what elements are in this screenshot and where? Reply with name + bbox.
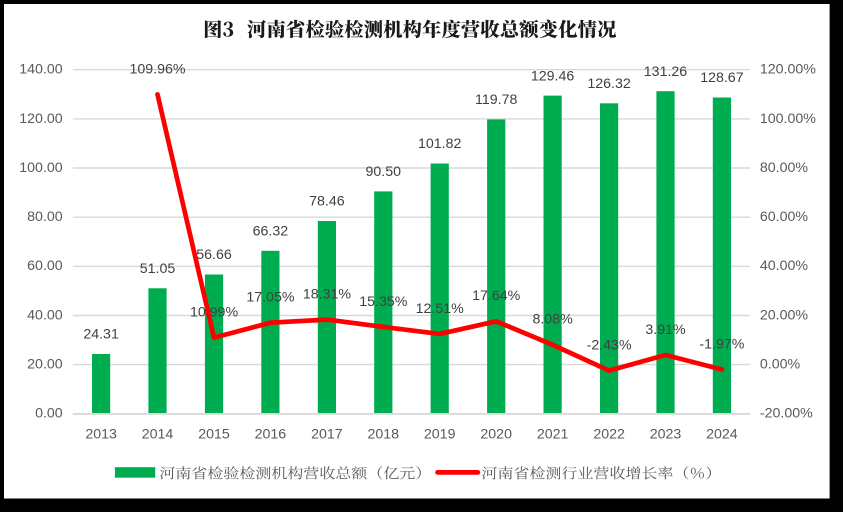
svg-text:2023: 2023: [650, 427, 682, 443]
svg-text:40.00: 40.00: [27, 307, 63, 323]
svg-text:40.00%: 40.00%: [760, 258, 809, 274]
svg-text:120.00%: 120.00%: [760, 62, 816, 78]
svg-text:2020: 2020: [480, 427, 512, 443]
svg-text:2016: 2016: [255, 427, 287, 443]
svg-text:66.32: 66.32: [253, 224, 289, 240]
svg-text:2024: 2024: [706, 427, 738, 443]
svg-text:2021: 2021: [537, 427, 569, 443]
svg-text:80.00: 80.00: [27, 209, 63, 225]
svg-text:0.00: 0.00: [35, 406, 63, 422]
svg-text:100.00: 100.00: [19, 160, 63, 176]
svg-text:20.00: 20.00: [27, 357, 63, 373]
svg-text:2015: 2015: [198, 427, 230, 443]
svg-text:101.82: 101.82: [418, 136, 462, 152]
svg-text:15.35%: 15.35%: [359, 294, 408, 310]
svg-text:56.66: 56.66: [196, 247, 232, 263]
svg-text:-20.00%: -20.00%: [760, 406, 813, 422]
svg-text:2013: 2013: [85, 427, 117, 443]
svg-text:129.46: 129.46: [531, 68, 575, 84]
svg-text:20.00%: 20.00%: [760, 307, 809, 323]
svg-text:120.00: 120.00: [19, 111, 63, 127]
svg-text:51.05: 51.05: [140, 261, 176, 277]
svg-text:140.00: 140.00: [19, 62, 63, 78]
svg-text:12.51%: 12.51%: [416, 301, 465, 317]
svg-text:100.00%: 100.00%: [760, 111, 816, 127]
svg-text:2017: 2017: [311, 427, 343, 443]
svg-text:109.96%: 109.96%: [129, 61, 185, 77]
svg-text:60.00%: 60.00%: [760, 209, 809, 225]
svg-text:90.50: 90.50: [366, 164, 402, 180]
svg-text:128.67: 128.67: [700, 70, 744, 86]
svg-text:8.08%: 8.08%: [532, 312, 573, 328]
svg-text:78.46: 78.46: [309, 194, 345, 210]
svg-text:119.78: 119.78: [475, 92, 517, 108]
svg-text:17.64%: 17.64%: [472, 288, 521, 304]
svg-text:0.00%: 0.00%: [760, 357, 801, 373]
svg-text:3.91%: 3.91%: [645, 322, 686, 338]
svg-text:-1.97%: -1.97%: [699, 336, 744, 352]
svg-text:2014: 2014: [142, 427, 174, 443]
svg-text:10.99%: 10.99%: [190, 305, 239, 321]
svg-text:24.31: 24.31: [83, 327, 119, 343]
svg-text:-2.43%: -2.43%: [587, 338, 632, 354]
svg-text:2018: 2018: [368, 427, 400, 443]
svg-text:2022: 2022: [593, 427, 625, 443]
svg-text:126.32: 126.32: [587, 76, 631, 92]
svg-text:80.00%: 80.00%: [760, 160, 809, 176]
svg-text:60.00: 60.00: [27, 258, 63, 274]
svg-text:2019: 2019: [424, 427, 456, 443]
svg-text:131.26: 131.26: [644, 64, 688, 80]
svg-text:17.05%: 17.05%: [246, 290, 295, 306]
svg-text:18.31%: 18.31%: [303, 287, 352, 303]
